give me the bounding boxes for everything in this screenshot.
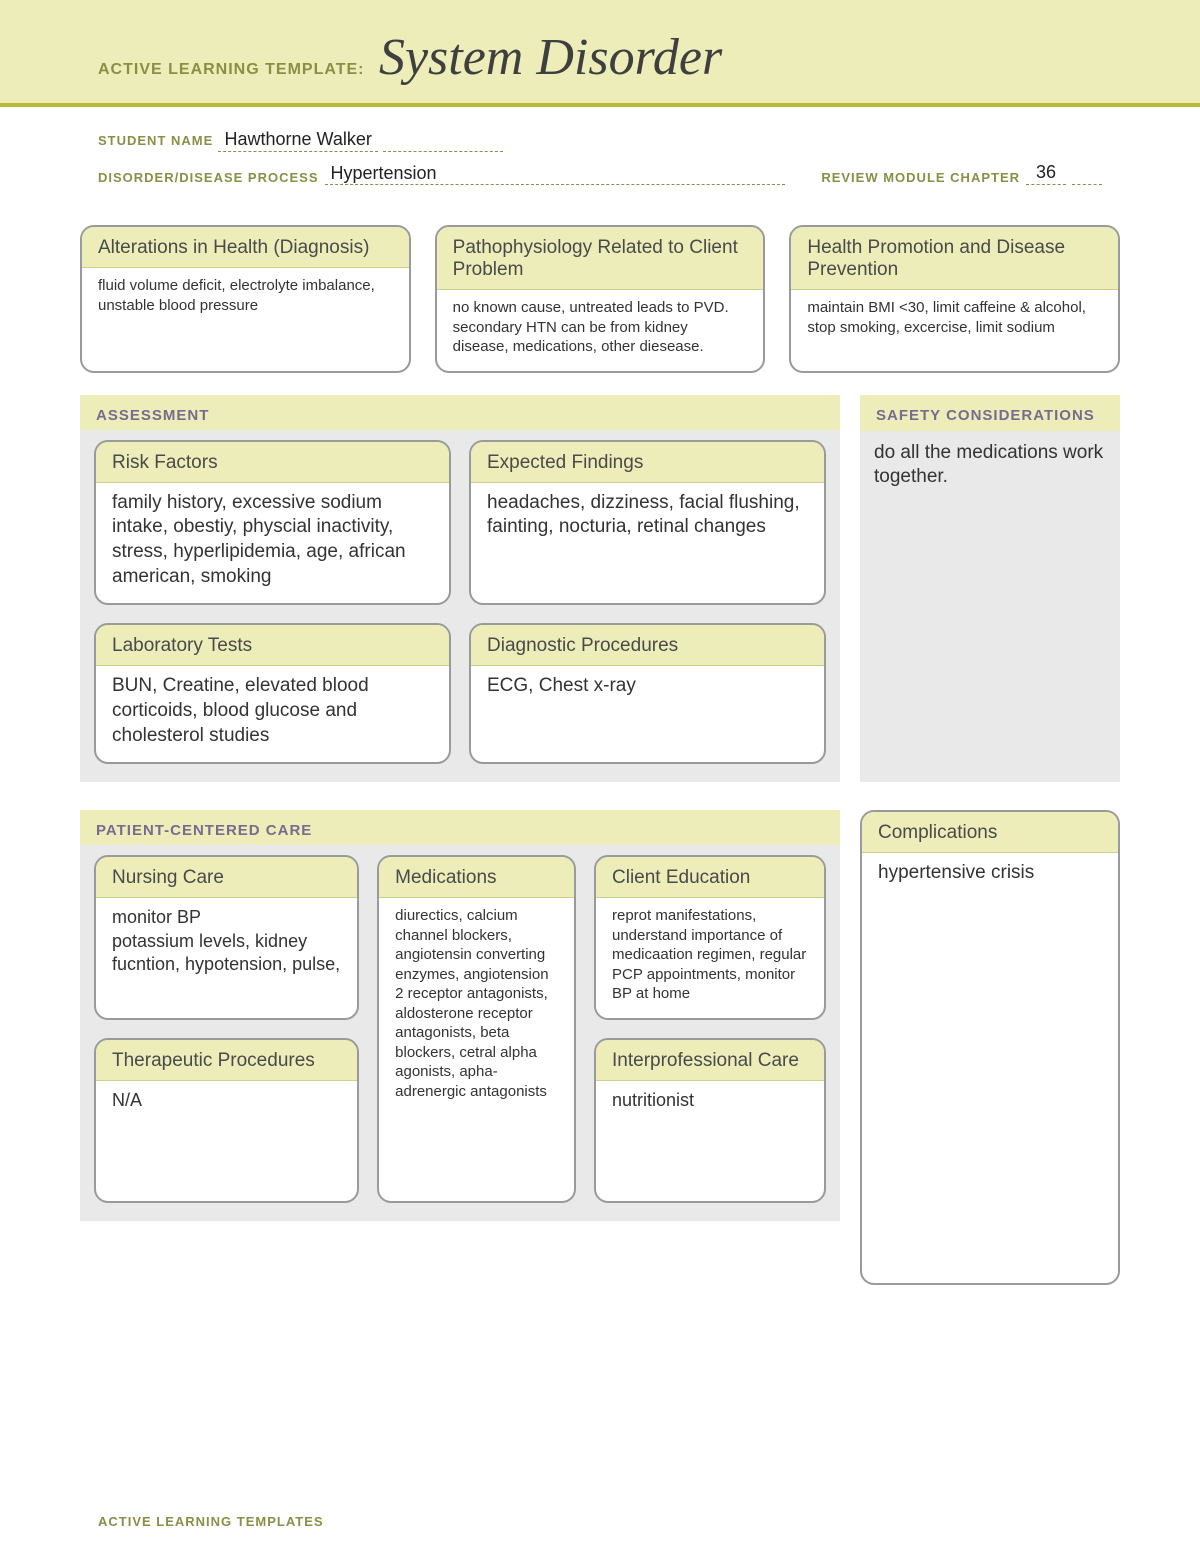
blank-line: [1072, 167, 1102, 185]
alterations-card: Alterations in Health (Diagnosis) fluid …: [80, 225, 411, 373]
blank-line: [383, 134, 503, 152]
pcc-label: PATIENT-CENTERED CARE: [80, 810, 840, 845]
disorder-label: DISORDER/DISEASE PROCESS: [98, 170, 319, 185]
interprof-card: Interprofessional Care nutritionist: [594, 1038, 826, 1203]
pcc-section: PATIENT-CENTERED CARE Nursing Care monit…: [80, 810, 840, 1285]
labs-card: Laboratory Tests BUN, Creatine, elevated…: [94, 623, 451, 764]
complications-section: Complications hypertensive crisis: [860, 810, 1120, 1285]
meds-body: diurectics, calcium channel blockers, an…: [379, 898, 574, 1115]
safety-label: SAFETY CONSIDERATIONS: [860, 395, 1120, 431]
info-block: STUDENT NAME Hawthorne Walker DISORDER/D…: [0, 107, 1200, 225]
risk-title: Risk Factors: [96, 442, 449, 483]
assessment-body: Risk Factors family history, excessive s…: [80, 430, 840, 783]
diag-card: Diagnostic Procedures ECG, Chest x-ray: [469, 623, 826, 764]
top-row: Alterations in Health (Diagnosis) fluid …: [80, 225, 1120, 373]
findings-card: Expected Findings headaches, dizziness, …: [469, 440, 826, 606]
assessment-row: ASSESSMENT Risk Factors family history, …: [80, 395, 1120, 783]
nursing-card: Nursing Care monitor BP potassium levels…: [94, 855, 359, 1020]
assessment-section: ASSESSMENT Risk Factors family history, …: [80, 395, 840, 783]
labs-title: Laboratory Tests: [96, 625, 449, 666]
safety-section: SAFETY CONSIDERATIONS do all the medicat…: [860, 395, 1120, 783]
alterations-title: Alterations in Health (Diagnosis): [82, 227, 409, 268]
complications-title: Complications: [862, 812, 1118, 853]
meds-title: Medications: [379, 857, 574, 898]
header-title: System Disorder: [379, 28, 722, 87]
therapeutic-body: N/A: [96, 1081, 357, 1171]
assessment-label: ASSESSMENT: [80, 395, 840, 430]
pcc-row: PATIENT-CENTERED CARE Nursing Care monit…: [80, 810, 1120, 1285]
promo-card: Health Promotion and Disease Prevention …: [789, 225, 1120, 373]
nursing-body: monitor BP potassium levels, kidney fucn…: [96, 898, 357, 990]
student-name-value: Hawthorne Walker: [218, 129, 377, 152]
patho-body: no known cause, untreated leads to PVD. …: [437, 290, 764, 371]
footer-text: ACTIVE LEARNING TEMPLATES: [98, 1514, 324, 1529]
therapeutic-card: Therapeutic Procedures N/A: [94, 1038, 359, 1203]
safety-body-wrap: do all the medications work together.: [860, 431, 1120, 783]
content: Alterations in Health (Diagnosis) fluid …: [0, 225, 1200, 1285]
interprof-title: Interprofessional Care: [596, 1040, 824, 1081]
risk-body: family history, excessive sodium intake,…: [96, 483, 449, 604]
patho-title: Pathophysiology Related to Client Proble…: [437, 227, 764, 290]
diag-body: ECG, Chest x-ray: [471, 666, 824, 713]
risk-card: Risk Factors family history, excessive s…: [94, 440, 451, 606]
student-name-label: STUDENT NAME: [98, 133, 213, 148]
page: ACTIVE LEARNING TEMPLATE: System Disorde…: [0, 0, 1200, 1553]
promo-body: maintain BMI <30, limit caffeine & alcoh…: [791, 290, 1118, 351]
meds-card: Medications diurectics, calcium channel …: [377, 855, 576, 1203]
education-card: Client Education reprot manifestations, …: [594, 855, 826, 1020]
safety-body: do all the medications work together.: [874, 441, 1106, 490]
patho-card: Pathophysiology Related to Client Proble…: [435, 225, 766, 373]
complications-body: hypertensive crisis: [862, 853, 1118, 1283]
findings-title: Expected Findings: [471, 442, 824, 483]
education-body: reprot manifestations, understand import…: [596, 898, 824, 1018]
alterations-body: fluid volume deficit, electrolyte imbala…: [82, 268, 409, 329]
review-value: 36: [1026, 162, 1066, 185]
interprof-body: nutritionist: [596, 1081, 824, 1201]
pcc-body: Nursing Care monitor BP potassium levels…: [80, 845, 840, 1221]
disorder-value: Hypertension: [325, 163, 786, 185]
education-title: Client Education: [596, 857, 824, 898]
findings-body: headaches, dizziness, facial flushing, f…: [471, 483, 824, 554]
header-prefix: ACTIVE LEARNING TEMPLATE:: [98, 61, 364, 79]
promo-title: Health Promotion and Disease Prevention: [791, 227, 1118, 290]
labs-body: BUN, Creatine, elevated blood corticoids…: [96, 666, 449, 762]
review-label: REVIEW MODULE CHAPTER: [821, 170, 1020, 185]
therapeutic-title: Therapeutic Procedures: [96, 1040, 357, 1081]
header-band: ACTIVE LEARNING TEMPLATE: System Disorde…: [0, 0, 1200, 107]
diag-title: Diagnostic Procedures: [471, 625, 824, 666]
nursing-title: Nursing Care: [96, 857, 357, 898]
complications-card: Complications hypertensive crisis: [860, 810, 1120, 1285]
